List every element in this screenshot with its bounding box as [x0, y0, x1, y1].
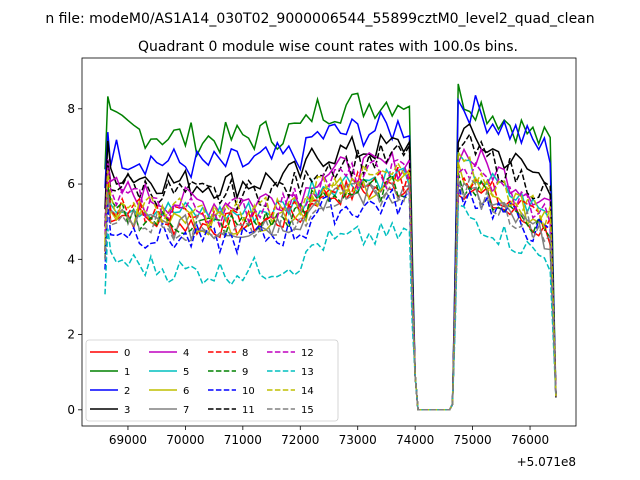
- legend-label-15: 15: [301, 405, 314, 416]
- legend-label-10: 10: [242, 386, 255, 397]
- x-tick-label: 71000: [224, 433, 262, 447]
- y-tick-label: 6: [67, 177, 75, 191]
- series-line-2: [104, 95, 557, 411]
- series-line-1: [104, 83, 557, 411]
- legend-label-8: 8: [242, 348, 248, 359]
- legend-label-1: 1: [124, 367, 130, 378]
- chart-title: Quadrant 0 module wise count rates with …: [138, 39, 518, 55]
- x-tick-label: 70000: [166, 433, 204, 447]
- y-tick-label: 8: [67, 102, 75, 116]
- legend-label-2: 2: [124, 386, 130, 397]
- series-line-5: [104, 150, 557, 411]
- series-line-13: [104, 204, 557, 411]
- x-tick-label: 74000: [396, 433, 434, 447]
- series-line-10: [104, 184, 557, 411]
- x-tick-label: 75000: [454, 433, 492, 447]
- x-tick-label: 76000: [511, 433, 549, 447]
- legend-label-9: 9: [242, 367, 248, 378]
- series-line-3: [104, 122, 557, 411]
- legend-label-6: 6: [183, 386, 189, 397]
- x-tick-label: 72000: [281, 433, 319, 447]
- plot-frame: [81, 57, 577, 427]
- series-layer: [104, 83, 557, 411]
- x-offset-label: +5.071e8: [517, 455, 576, 469]
- series-line-11: [104, 132, 557, 411]
- y-tick-label: 2: [67, 328, 75, 342]
- x-tick-label: 69000: [109, 433, 147, 447]
- legend-box: [85, 339, 339, 422]
- series-line-9: [104, 172, 557, 411]
- legend-label-3: 3: [124, 405, 130, 416]
- series-line-12: [104, 158, 557, 411]
- x-tick-label: 73000: [339, 433, 377, 447]
- series-line-15: [104, 176, 557, 411]
- y-tick-label: 0: [67, 403, 75, 417]
- figure-suptitle: n file: modeM0/AS1A14_030T02_9000006544_…: [45, 11, 594, 27]
- legend-label-5: 5: [183, 367, 189, 378]
- legend-label-11: 11: [242, 405, 255, 416]
- legend-label-4: 4: [183, 348, 189, 359]
- legend-label-14: 14: [301, 386, 314, 397]
- series-line-14: [104, 149, 557, 411]
- legend-label-12: 12: [301, 348, 314, 359]
- legend-label-13: 13: [301, 367, 314, 378]
- legend-label-7: 7: [183, 405, 189, 416]
- series-line-4: [104, 147, 557, 411]
- legend-label-0: 0: [124, 348, 130, 359]
- y-axis: 0 2 4 6 8: [67, 102, 82, 417]
- y-tick-label: 4: [67, 252, 75, 266]
- x-axis: 69000 70000 71000 72000 73000 74000 75000 76000: [109, 426, 549, 447]
